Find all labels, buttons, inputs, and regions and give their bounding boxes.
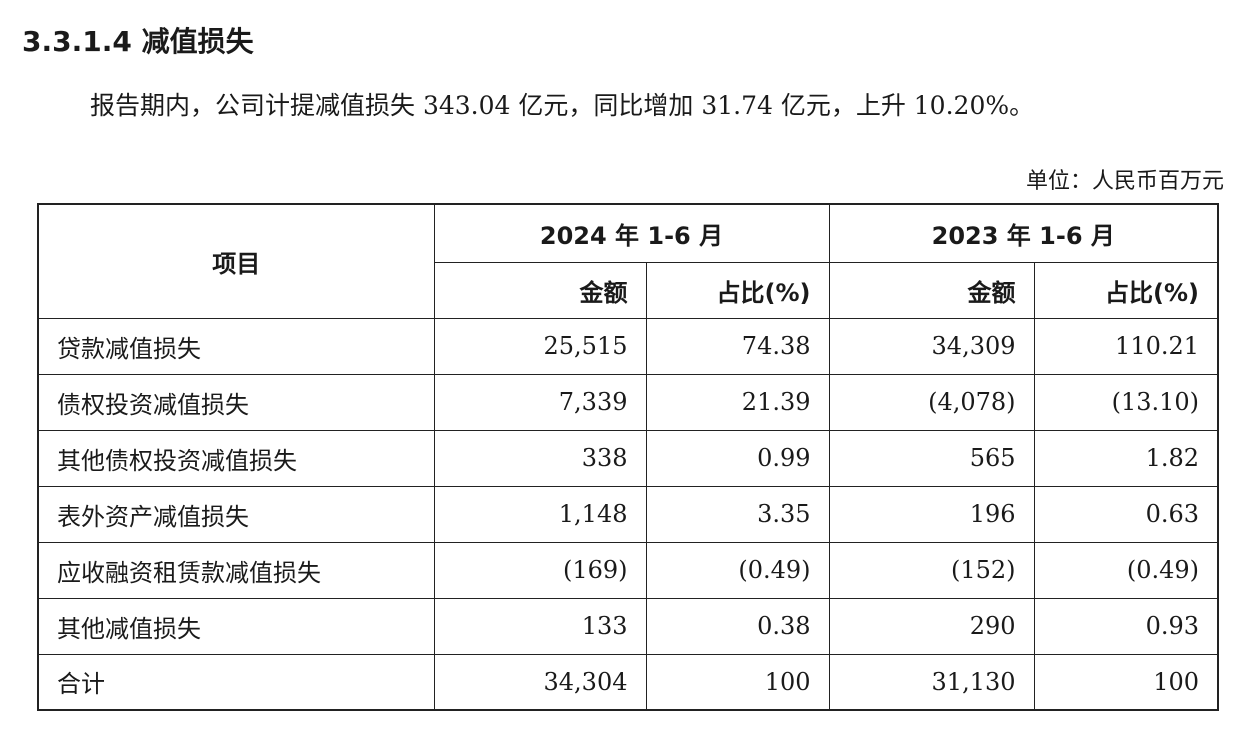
share-2023: (0.49) — [1033, 541, 1219, 599]
row-label: 其他减值损失 — [37, 597, 435, 655]
share-2024: 0.38 — [645, 597, 830, 655]
table-total-row: 合计 34,304 100 31,130 100 — [37, 653, 1219, 711]
share-2024: 74.38 — [645, 317, 830, 375]
amount-2024: 7,339 — [433, 373, 647, 431]
amount-2023: 31,130 — [828, 653, 1035, 711]
amount-2023: (152) — [828, 541, 1035, 599]
share-2023: 0.63 — [1033, 485, 1219, 543]
row-label: 其他债权投资减值损失 — [37, 429, 435, 487]
period-header-2024: 2024 年 1-6 月 — [433, 203, 830, 263]
amount-2023: 290 — [828, 597, 1035, 655]
amount-header-2024: 金额 — [433, 261, 647, 319]
share-2023: 0.93 — [1033, 597, 1219, 655]
share-2024: 100 — [645, 653, 830, 711]
amount-2024: 34,304 — [433, 653, 647, 711]
amount-header-2023: 金额 — [828, 261, 1035, 319]
table-row: 其他减值损失 133 0.38 290 0.93 — [37, 597, 1219, 655]
amount-2023: 34,309 — [828, 317, 1035, 375]
table-row: 贷款减值损失 25,515 74.38 34,309 110.21 — [37, 317, 1219, 375]
amount-2024: 133 — [433, 597, 647, 655]
unit-label: 单位：人民币百万元 — [1025, 169, 1224, 194]
table-header-row: 项目 2024 年 1-6 月 2023 年 1-6 月 — [37, 203, 1219, 319]
row-label: 应收融资租赁款减值损失 — [37, 541, 435, 599]
share-header-2024: 占比(%) — [645, 261, 830, 319]
impairment-loss-table: 项目 2024 年 1-6 月 2023 年 1-6 月 金额 占比(%) 金额… — [37, 203, 1220, 711]
period-header-2023: 2023 年 1-6 月 — [828, 203, 1219, 263]
share-2024: 21.39 — [645, 373, 830, 431]
amount-2024: 1,148 — [433, 485, 647, 543]
amount-2024: 338 — [433, 429, 647, 487]
amount-2024: (169) — [433, 541, 647, 599]
table-row: 债权投资减值损失 7,339 21.39 (4,078) (13.10) — [37, 373, 1219, 431]
item-column-header: 项目 — [37, 203, 435, 319]
share-2023: 100 — [1033, 653, 1219, 711]
table-row: 表外资产减值损失 1,148 3.35 196 0.63 — [37, 485, 1219, 543]
share-2023: 110.21 — [1033, 317, 1219, 375]
row-label: 债权投资减值损失 — [37, 373, 435, 431]
share-2024: 0.99 — [645, 429, 830, 487]
section-heading: 3.3.1.4 减值损失 — [22, 25, 254, 58]
table-row: 应收融资租赁款减值损失 (169) (0.49) (152) (0.49) — [37, 541, 1219, 599]
amount-2023: 196 — [828, 485, 1035, 543]
share-header-2023: 占比(%) — [1033, 261, 1219, 319]
row-label: 贷款减值损失 — [37, 317, 435, 375]
share-2023: (13.10) — [1033, 373, 1219, 431]
amount-2023: (4,078) — [828, 373, 1035, 431]
table-row: 其他债权投资减值损失 338 0.99 565 1.82 — [37, 429, 1219, 487]
amount-2023: 565 — [828, 429, 1035, 487]
row-label: 合计 — [37, 653, 435, 711]
share-2024: (0.49) — [645, 541, 830, 599]
summary-paragraph: 报告期内，公司计提减值损失 343.04 亿元，同比增加 31.74 亿元，上升… — [90, 91, 1035, 120]
amount-2024: 25,515 — [433, 317, 647, 375]
share-2024: 3.35 — [645, 485, 830, 543]
row-label: 表外资产减值损失 — [37, 485, 435, 543]
share-2023: 1.82 — [1033, 429, 1219, 487]
